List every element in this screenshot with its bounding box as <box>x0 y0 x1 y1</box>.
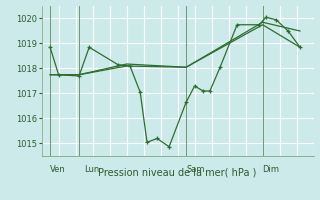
Text: Ven: Ven <box>50 165 66 174</box>
Text: Dim: Dim <box>263 165 280 174</box>
X-axis label: Pression niveau de la mer( hPa ): Pression niveau de la mer( hPa ) <box>99 167 257 177</box>
Text: Sam: Sam <box>186 165 204 174</box>
Text: Lun: Lun <box>84 165 99 174</box>
